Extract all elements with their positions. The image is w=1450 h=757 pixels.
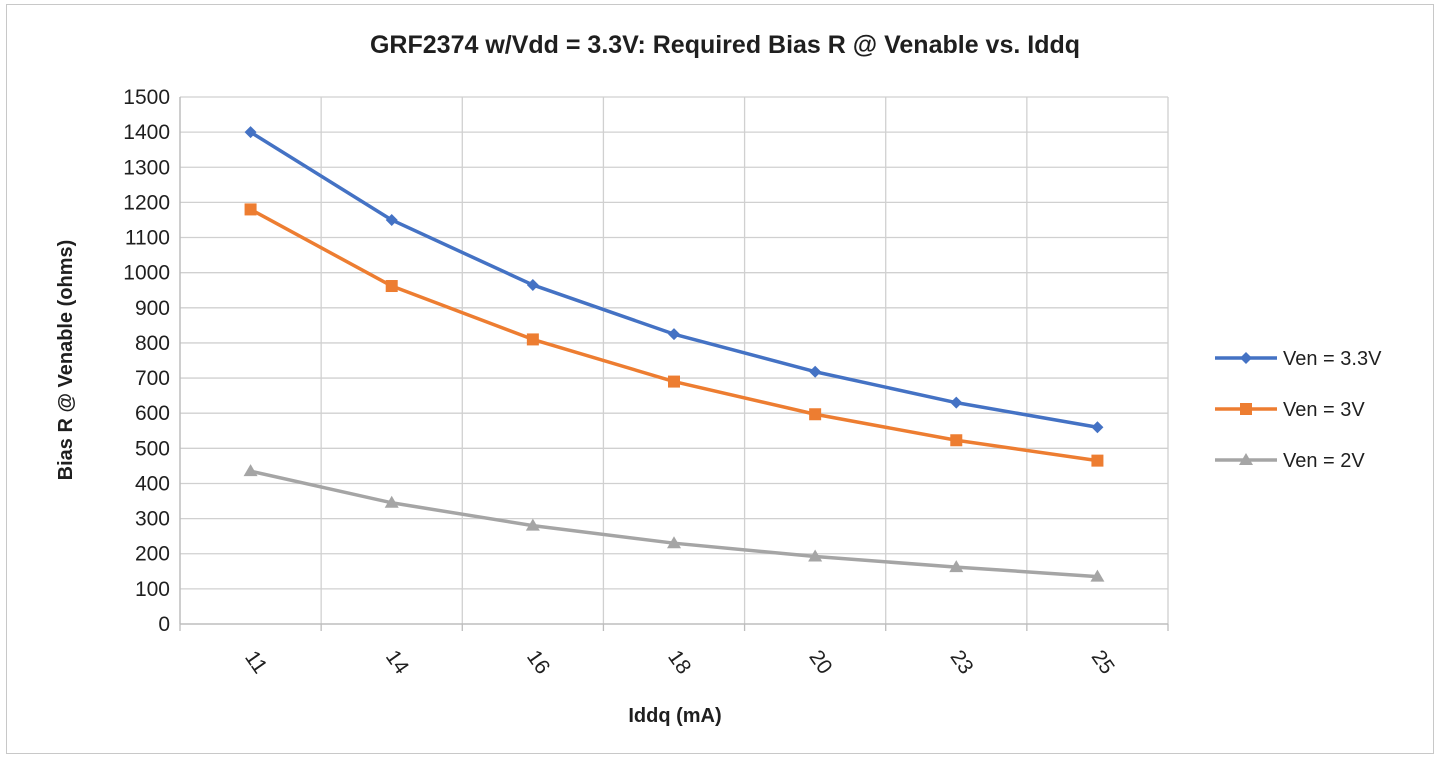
data-point	[526, 333, 539, 346]
legend-entry: Ven = 3V	[1215, 399, 1365, 421]
data-point	[808, 549, 823, 562]
y-tick-label: 1200	[123, 191, 170, 214]
legend-marker	[1240, 352, 1252, 364]
x-axis-ticks: 11 14 16 18 20 23 25	[240, 646, 1119, 679]
legend: Ven = 3.3V Ven = 3V Ven = 2V	[1215, 348, 1382, 472]
legend-label: Ven = 3.3V	[1283, 348, 1382, 370]
y-tick-label: 1500	[123, 86, 170, 109]
data-point	[809, 408, 822, 421]
y-tick-label: 700	[135, 367, 170, 390]
data-point	[525, 518, 540, 531]
x-tick-label: 14	[381, 646, 413, 679]
y-tick-label: 1100	[125, 227, 170, 250]
y-tick-label: 1300	[123, 156, 170, 179]
data-point	[1091, 454, 1104, 467]
legend-label: Ven = 2V	[1283, 450, 1365, 472]
data-point	[949, 560, 964, 573]
y-tick-label: 500	[135, 437, 170, 460]
x-tick-label: 23	[945, 646, 977, 678]
x-axis-title: Iddq (mA)	[628, 705, 721, 727]
series-3	[243, 464, 1105, 582]
series-1	[244, 126, 1104, 434]
axes	[179, 97, 1169, 631]
data-point	[244, 126, 257, 139]
data-point	[809, 365, 822, 378]
data-point	[1091, 421, 1104, 434]
x-tick-label: 25	[1087, 646, 1119, 678]
data-point	[384, 495, 399, 508]
data-point	[385, 280, 398, 293]
y-tick-label: 400	[135, 472, 170, 495]
y-axis-title: Bias R @ Venable (ohms)	[55, 240, 77, 481]
legend-label: Ven = 3V	[1283, 399, 1365, 421]
legend-entry: Ven = 3.3V	[1215, 348, 1382, 370]
y-tick-label: 300	[135, 508, 170, 531]
data-point	[244, 203, 257, 216]
data-point	[668, 328, 680, 341]
x-tick-label: 16	[522, 646, 554, 678]
x-tick-label: 20	[804, 646, 836, 678]
y-tick-label: 0	[158, 613, 170, 636]
x-tick-label: 11	[240, 647, 271, 678]
y-axis-ticks: 0 100 200 300 400 500 600 700 800 900 1000 1100 1200…	[123, 86, 170, 636]
data-point	[950, 396, 963, 409]
series-line	[250, 469, 1098, 579]
chart-title: GRF2374 w/Vdd = 3.3V: Required Bias R @ …	[370, 31, 1080, 59]
legend-marker	[1240, 403, 1252, 415]
series-layer	[243, 126, 1105, 582]
y-tick-label: 900	[135, 297, 170, 320]
y-tick-label: 1400	[123, 121, 170, 144]
y-tick-label: 100	[135, 578, 170, 601]
series-2	[244, 203, 1104, 467]
data-point	[667, 536, 681, 549]
data-point	[1090, 569, 1105, 582]
y-tick-label: 600	[135, 402, 170, 425]
legend-entry: Ven = 2V	[1215, 450, 1365, 472]
y-tick-label: 200	[135, 543, 170, 566]
data-point	[385, 213, 398, 226]
data-point	[668, 375, 680, 388]
data-point	[243, 464, 258, 477]
data-point	[950, 434, 963, 447]
legend-marker	[1239, 453, 1253, 465]
data-point	[526, 278, 539, 291]
y-tick-label: 800	[135, 332, 170, 355]
x-tick-label: 18	[663, 646, 695, 678]
y-tick-label: 1000	[123, 262, 170, 285]
chart-frame	[6, 4, 1434, 754]
gridlines	[180, 96, 1169, 624]
